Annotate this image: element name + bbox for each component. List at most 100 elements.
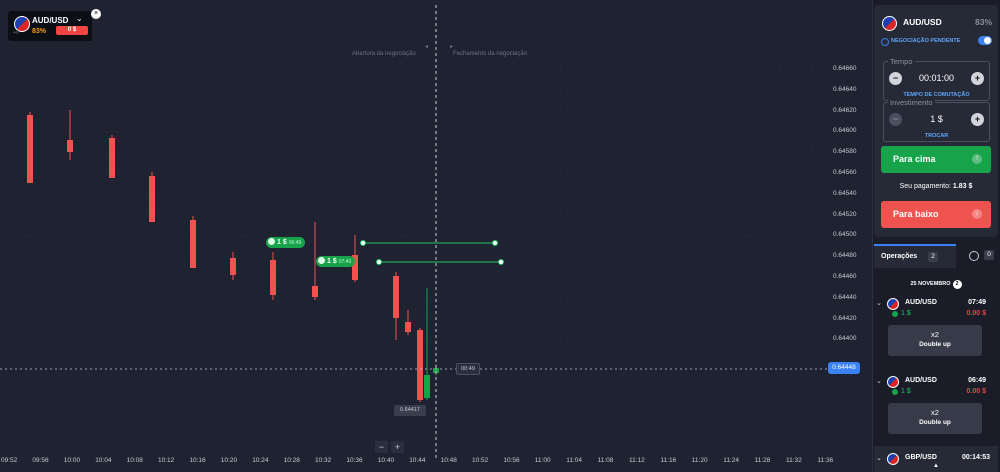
operation-asset: AUD/USD (905, 377, 937, 384)
up-button[interactable]: Para cima ↑ (881, 146, 991, 173)
trade-tag-1[interactable]: 1 $ 06:49 (266, 237, 306, 248)
trade-tag-time: 06:49 (288, 240, 302, 246)
down-button[interactable]: Para baixo ↓ (881, 201, 991, 228)
arrow-up-icon: ↑ (972, 154, 982, 164)
price-chart[interactable]: ◂ ▸ AUD/USD ⌄ +0 83% 0 $ × Abertura da n… (0, 0, 872, 472)
clock-tab-count: 0 (984, 250, 994, 260)
open-trade-label: Abertura da negociação (352, 51, 416, 57)
time-tick-label: 11:24 (723, 457, 739, 464)
pending-trade-toggle[interactable] (978, 36, 992, 45)
price-tick-label: 0.64620 (833, 106, 857, 114)
time-tick-label: 11:08 (597, 457, 614, 464)
trade-line-1 (360, 240, 498, 246)
time-tick-label: 10:16 (189, 457, 206, 464)
time-tick-label: 11:16 (660, 457, 677, 464)
time-tick-label: 10:04 (95, 457, 112, 464)
aud-usd-flag-icon (882, 16, 897, 31)
trade-dot-icon (268, 238, 275, 245)
switch-time-link[interactable]: TEMPO DE COMUTAÇÃO (903, 92, 970, 98)
chip-payout: 83% (32, 28, 47, 35)
chip-badge: 0 $ (56, 26, 88, 35)
chevron-down-icon[interactable]: ⌄ (876, 378, 882, 385)
operation-asset: AUD/USD (905, 299, 937, 306)
candle-body (190, 220, 196, 268)
trade-dot-icon (892, 389, 898, 395)
pending-icon (881, 38, 889, 46)
time-tick-label: 11:32 (786, 457, 802, 464)
time-field: Tempo − 00:01:00 + TEMPO DE COMUTAÇÃO (883, 57, 990, 101)
price-tick-label: 0.64540 (833, 189, 857, 197)
operations-tabs: Operações 2 0 (874, 244, 998, 268)
zoom-out-button[interactable]: − (375, 441, 388, 453)
candle-body (424, 375, 430, 398)
time-tick-label: 10:08 (126, 457, 143, 464)
candle-body (270, 260, 276, 295)
investment-plus-button[interactable]: + (971, 113, 984, 126)
time-tick-label: 10:36 (346, 457, 363, 464)
time-field-title: Tempo (888, 57, 915, 66)
candle-body (230, 258, 236, 275)
time-tick-label: 10:12 (158, 457, 175, 464)
trade-box: AUD/USD 83% NEGOCIAÇÃO PENDENTE Tempo − … (874, 5, 998, 237)
double-up-multiplier: x2 (931, 408, 939, 417)
double-up-button[interactable]: x2 Double up (888, 325, 982, 356)
double-up-button[interactable]: x2 Double up (888, 403, 982, 434)
candle-body (149, 176, 155, 222)
close-icon[interactable]: × (91, 9, 101, 19)
time-minus-button[interactable]: − (889, 72, 902, 85)
price-tick-label: 0.64500 (833, 231, 857, 239)
time-value[interactable]: 00:01:00 (918, 73, 955, 83)
operation-time: 06:49 (968, 377, 986, 384)
svg-text:▸: ▸ (450, 44, 453, 50)
candle-body (405, 322, 411, 332)
minimized-asset: GBP/USD (905, 454, 937, 461)
price-tick-label: 0.64480 (833, 252, 857, 260)
chevron-down-icon[interactable]: ⌄ (876, 455, 882, 462)
operation-time: 07:49 (968, 299, 986, 306)
time-plus-button[interactable]: + (971, 72, 984, 85)
price-tick-label: 0.64440 (833, 293, 857, 301)
minimized-time: 00:14:53 (961, 454, 990, 461)
clock-icon[interactable] (969, 251, 979, 261)
switch-investment-link[interactable]: TROCAR (924, 133, 949, 139)
price-tick-label: 0.64640 (833, 85, 857, 93)
price-tick-label: 0.64580 (833, 148, 857, 156)
down-button-label: Para baixo (893, 209, 939, 219)
chevron-down-icon[interactable]: ⌄ (876, 300, 882, 307)
chevron-down-icon[interactable]: ⌄ (76, 14, 83, 23)
chevron-up-icon[interactable]: ▲ (933, 463, 939, 469)
investment-value[interactable]: 1 $ (930, 114, 943, 124)
payout-value: 1.83 $ (952, 183, 973, 190)
arrow-down-icon: ↓ (972, 209, 982, 219)
chart-grid (0, 5, 844, 452)
trade-tag-amount: 1 $ (277, 239, 287, 246)
trade-dot-icon (892, 311, 898, 317)
time-tick-label: 10:44 (409, 457, 426, 464)
time-tick-label: 10:32 (315, 457, 332, 464)
minimized-operation[interactable]: ⌄ GBP/USD 00:14:53 ▲ (874, 446, 998, 472)
time-tick-label: 11:36 (817, 457, 834, 464)
tab-operations-label: Operações (881, 253, 918, 260)
trade-asset[interactable]: AUD/USD (903, 17, 942, 27)
candle-timer: 00:49 (456, 363, 480, 375)
zoom-in-button[interactable]: + (391, 441, 404, 453)
tab-operations-count: 2 (928, 252, 938, 262)
trade-tag-2[interactable]: 1 $ 07:49 (316, 256, 356, 267)
candle-body (27, 115, 33, 183)
candle-body (393, 276, 399, 318)
trade-tag-amount: 1 $ (327, 258, 337, 265)
investment-field-title: Investimento (888, 98, 935, 107)
pending-trade-label: NEGOCIAÇÃO PENDENTE (891, 38, 961, 44)
investment-field: Investimento − 1 $ + TROCAR (883, 98, 990, 142)
price-tick-label: 0.64400 (833, 335, 857, 343)
payout-label: Seu pagamento: (899, 183, 951, 190)
time-tick-label: 10:48 (440, 457, 457, 464)
low-price-tag: 0.64417 (394, 405, 426, 416)
chart-asset-chip[interactable]: AUD/USD ⌄ +0 83% 0 $ × (8, 9, 101, 41)
double-up-label: Double up (919, 419, 951, 426)
investment-minus-button[interactable]: − (889, 113, 902, 126)
time-tick-label: 11:00 (534, 457, 551, 464)
tab-operations[interactable]: Operações 2 (874, 244, 956, 268)
candle-body (433, 368, 439, 373)
trade-payout-pct: 83% (974, 17, 992, 27)
